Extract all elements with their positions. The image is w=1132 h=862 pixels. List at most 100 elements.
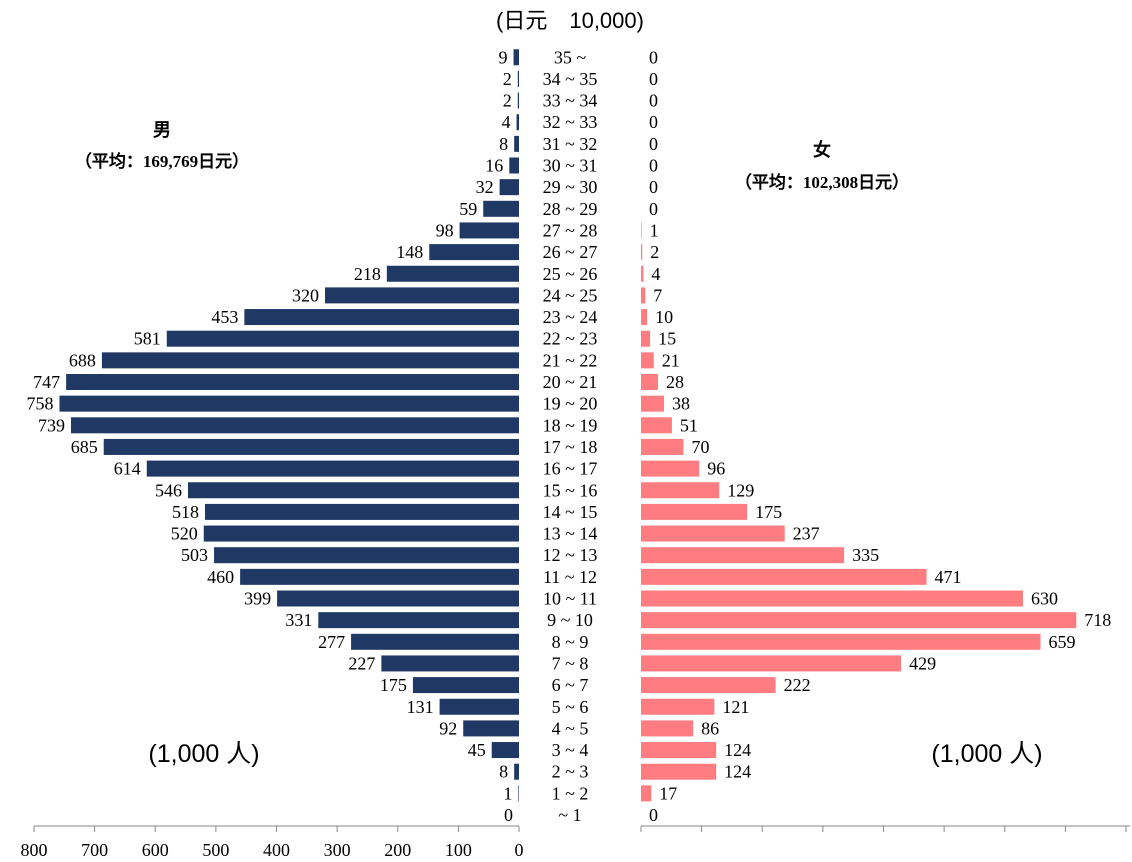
female-value-label: 0 (649, 47, 658, 67)
male-value-label: 518 (172, 502, 199, 522)
female-bar (641, 763, 717, 780)
female-value-label: 0 (649, 134, 658, 154)
female-bar (641, 525, 785, 542)
category-label: 19 ~ 20 (543, 394, 598, 414)
female-value-label: 471 (935, 567, 962, 587)
male-bar (204, 503, 519, 520)
male-value-label: 8 (499, 134, 508, 154)
male-bar (386, 265, 519, 282)
male-bar (203, 525, 519, 542)
male-bar (483, 200, 519, 217)
female-value-label: 0 (649, 199, 658, 219)
male-bar (516, 114, 519, 131)
category-label: 7 ~ 8 (552, 653, 589, 673)
male-value-label: 9 (499, 47, 508, 67)
category-label: 8 ~ 9 (552, 632, 589, 652)
female-series-name: 女 (813, 139, 831, 160)
male-bar (103, 438, 519, 455)
category-label: 1 ~ 2 (552, 783, 589, 803)
male-series-name: 男 (153, 120, 171, 140)
male-x-tick-label: 200 (384, 840, 411, 860)
male-x-tick-label: 700 (81, 840, 108, 860)
category-label: 10 ~ 11 (543, 589, 597, 609)
x-axis: 800 700 600 500 400 300 200 100 0 (21, 825, 1130, 860)
male-value-label: 227 (348, 653, 375, 673)
female-bar (641, 482, 720, 499)
male-value-label: 546 (155, 480, 182, 500)
male-value-label: 503 (181, 545, 208, 565)
female-bar (641, 395, 665, 412)
female-value-label: 222 (784, 675, 811, 695)
female-value-label: 51 (680, 415, 698, 435)
male-bar (66, 374, 519, 390)
category-label: 30 ~ 31 (543, 156, 598, 176)
female-value-label: 630 (1031, 589, 1058, 609)
female-value-label: 86 (701, 718, 719, 738)
female-bar (641, 438, 684, 455)
male-x-tick-label: 600 (142, 840, 169, 860)
female-value-label: 0 (649, 112, 658, 132)
male-bar (514, 763, 519, 780)
female-bar (641, 612, 1077, 629)
category-label: 5 ~ 6 (552, 697, 589, 717)
female-value-label: 4 (651, 264, 660, 284)
female-value-label: 70 (691, 437, 709, 457)
category-label: 25 ~ 26 (543, 264, 598, 284)
female-bar (641, 417, 672, 434)
category-label: 22 ~ 23 (543, 329, 598, 349)
male-bar (439, 698, 519, 715)
male-value-label: 685 (71, 437, 98, 457)
male-bar (517, 92, 519, 109)
male-value-label: 399 (244, 589, 271, 609)
category-label: 21 ~ 22 (543, 350, 598, 370)
female-value-label: 0 (649, 177, 658, 197)
category-label: 33 ~ 34 (543, 91, 598, 111)
female-count-unit: (1,000 人) (931, 740, 1042, 768)
male-value-label: 175 (380, 675, 407, 695)
female-bar (641, 265, 644, 282)
female-value-label: 124 (724, 762, 751, 782)
male-value-label: 0 (504, 805, 513, 825)
category-label: 18 ~ 19 (543, 415, 598, 435)
female-bar (641, 503, 748, 520)
female-bar (641, 352, 654, 369)
male-bar (351, 633, 519, 650)
male-x-tick-label: 0 (515, 840, 524, 860)
male-bar (146, 460, 519, 477)
male-value-label: 1 (503, 783, 512, 803)
female-value-label: 96 (707, 459, 725, 479)
female-value-label: 28 (666, 372, 684, 392)
male-bar (381, 655, 519, 672)
category-label: 35 ~ (554, 47, 587, 67)
category-label: 28 ~ 29 (543, 199, 598, 219)
male-bar (513, 49, 519, 66)
female-bar (641, 742, 717, 759)
female-bar (641, 244, 643, 261)
unit-title: (日元 10,000) (496, 8, 644, 33)
category-label: 31 ~ 32 (543, 134, 598, 154)
female-value-label: 129 (727, 480, 754, 500)
male-value-label: 2 (503, 69, 512, 89)
male-value-label: 453 (211, 307, 238, 327)
female-value-label: 0 (649, 156, 658, 176)
female-value-label: 10 (655, 307, 673, 327)
category-label: 14 ~ 15 (543, 502, 598, 522)
male-bar (429, 244, 519, 261)
male-x-tick-label: 800 (21, 840, 48, 860)
male-value-label: 614 (114, 459, 141, 479)
female-value-label: 0 (649, 69, 658, 89)
category-label: 11 ~ 12 (543, 567, 597, 587)
female-value-label: 237 (793, 524, 820, 544)
male-bar (459, 222, 519, 239)
male-value-label: 331 (285, 610, 312, 630)
female-value-label: 38 (672, 394, 690, 414)
male-bar (491, 742, 519, 759)
male-value-label: 59 (459, 199, 477, 219)
male-bar (325, 287, 519, 304)
male-bar (166, 330, 520, 347)
male-value-label: 581 (134, 329, 161, 349)
category-label: 4 ~ 5 (552, 718, 589, 738)
category-label: 12 ~ 13 (543, 545, 598, 565)
female-bar (641, 222, 642, 239)
